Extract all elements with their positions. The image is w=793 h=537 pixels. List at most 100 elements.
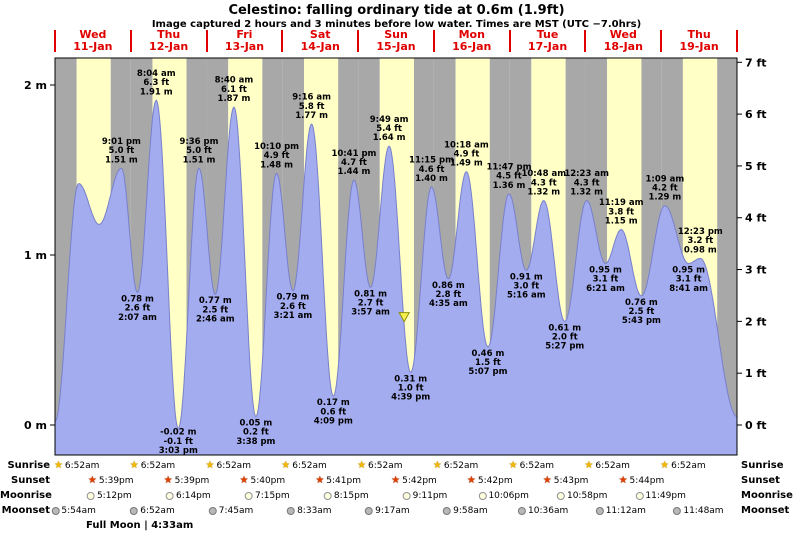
day-date: 19-Jan xyxy=(679,40,719,53)
high-tide-label: 12:23 pm xyxy=(678,227,723,237)
low-tide-label: 0.31 m xyxy=(394,374,427,384)
sunrise-star-icon: ★ xyxy=(357,460,367,471)
high-tide-label: 3.2 ft xyxy=(687,236,713,246)
right-axis-label: 3 ft xyxy=(745,264,767,277)
low-tide-label: 0.78 m xyxy=(121,294,154,304)
moonset-circle-icon xyxy=(673,507,682,515)
day-name: Fri xyxy=(236,28,253,41)
day-boundary-tick xyxy=(508,30,511,52)
day-name: Sun xyxy=(384,28,408,41)
high-tide-label: 1.32 m xyxy=(527,188,560,198)
high-tide-label: 4.6 ft xyxy=(419,165,445,175)
right-axis-label: 5 ft xyxy=(745,160,767,173)
moonset-circle-icon xyxy=(595,507,604,515)
moonset-entry: 6:52am xyxy=(130,506,175,516)
low-tide-label: 0.95 m xyxy=(672,266,705,276)
day-label: Wed 11-Jan xyxy=(73,29,112,53)
row-label-sunrise: Sunrise xyxy=(741,460,784,471)
right-axis-label: 6 ft xyxy=(745,108,767,121)
moonset-entry: 9:58am xyxy=(443,506,488,516)
left-axis-label: 0 m xyxy=(24,419,47,432)
moonset-entry: 10:36am xyxy=(518,506,568,516)
moonset-time: 6:52am xyxy=(140,506,175,516)
sunset-star-icon: ★ xyxy=(315,475,325,486)
sunrise-star-icon: ★ xyxy=(584,460,594,471)
moonset-entry: 8:33am xyxy=(287,506,332,516)
sunrise-entry: ★ 6:52am xyxy=(660,461,705,472)
moonrise-circle-icon xyxy=(323,492,332,500)
moonrise-entry: 7:15pm xyxy=(244,491,290,501)
day-label: Tue 17-Jan xyxy=(528,29,567,53)
high-tide-label: 10:48 am xyxy=(521,169,566,179)
day-label: Thu 19-Jan xyxy=(679,29,718,53)
moonrise-time: 10:58pm xyxy=(566,491,608,501)
moonset-circle-icon xyxy=(443,507,452,515)
low-tide-label: 0.2 ft xyxy=(243,428,269,438)
high-tide-label: 5.8 ft xyxy=(299,102,325,112)
high-tide-label: 10:10 pm xyxy=(254,142,299,152)
sunrise-time: 6:52am xyxy=(292,461,327,471)
row-label-moonset: Moonset xyxy=(1,505,50,516)
low-tide-label: 2.0 ft xyxy=(552,333,578,343)
low-tide-label: 5:43 pm xyxy=(622,316,661,326)
low-tide-label: 3:03 pm xyxy=(159,446,198,456)
high-tide-label: 1.51 m xyxy=(105,155,138,165)
sunrise-entry: ★ 6:52am xyxy=(357,460,402,472)
moonrise-circle-icon xyxy=(402,492,411,500)
right-axis-label: 7 ft xyxy=(745,56,767,69)
low-tide-label: 5:07 pm xyxy=(468,367,507,377)
high-tide-label: 1.36 m xyxy=(493,181,526,191)
moonrise-time: 11:49pm xyxy=(645,491,686,501)
page-title: Celestino: falling ordinary tide at 0.6m… xyxy=(228,3,565,18)
high-tide-label: 5.0 ft xyxy=(108,146,134,156)
low-tide-label: 3:38 pm xyxy=(236,437,275,447)
low-tide-label: -0.1 ft xyxy=(164,437,193,447)
day-name: Tue xyxy=(536,28,559,41)
tide-curve-line xyxy=(54,99,738,430)
day-label: Sun 15-Jan xyxy=(376,29,415,53)
low-tide-label: 4:09 pm xyxy=(314,417,353,427)
right-axis-label: 0 ft xyxy=(745,419,767,432)
moonrise-entry: 11:49pm xyxy=(635,491,686,501)
sunrise-entry: ★ 6:52am xyxy=(432,460,479,472)
low-tide-label: 2:46 am xyxy=(196,315,235,325)
moonrise-time: 7:15pm xyxy=(254,491,290,501)
sunrise-star-icon: ★ xyxy=(53,460,63,471)
day-boundary-tick xyxy=(432,30,435,52)
day-date: 17-Jan xyxy=(527,40,568,53)
moonset-circle-icon xyxy=(518,507,527,515)
low-tide-label: 0.77 m xyxy=(199,296,232,306)
low-tide-label: 3.1 ft xyxy=(676,275,702,285)
moonset-time: 10:36am xyxy=(528,506,569,516)
moonset-time: 7:45am xyxy=(218,506,254,516)
sunrise-time: 6:52am xyxy=(443,461,479,471)
high-tide-label: 12:23 am xyxy=(564,169,609,179)
high-tide-label: 1.64 m xyxy=(373,133,406,143)
low-tide-label: 0.05 m xyxy=(240,419,273,429)
day-label: Sat 14-Jan xyxy=(301,29,340,53)
moonset-circle-icon xyxy=(287,507,296,515)
low-tide-label: 0.86 m xyxy=(432,281,465,291)
sunset-entry: ★ 5:41pm xyxy=(315,475,361,487)
high-tide-label: 4.3 ft xyxy=(531,178,557,188)
low-tide-label: 0.61 m xyxy=(548,323,581,333)
sunrise-time: 6:52am xyxy=(216,461,251,471)
day-name: Wed xyxy=(79,28,107,41)
sunrise-star-icon: ★ xyxy=(432,460,442,471)
sunrise-entry: ★ 6:52am xyxy=(281,461,327,472)
moonrise-time: 8:15pm xyxy=(333,491,369,501)
sunset-star-icon: ★ xyxy=(163,475,173,486)
low-tide-label: 2.6 ft xyxy=(280,302,306,312)
high-tide-label: 6.1 ft xyxy=(221,85,247,95)
moonset-entry: 11:48am xyxy=(673,506,724,516)
sunset-star-icon: ★ xyxy=(87,475,97,486)
day-date: 11-Jan xyxy=(73,40,113,53)
sunset-time: 5:43pm xyxy=(553,476,589,486)
high-tide-label: 8:04 am xyxy=(137,69,176,79)
right-axis-label: 4 ft xyxy=(745,212,767,225)
left-axis-label: 2 m xyxy=(24,79,47,92)
row-label-moonrise: Moonrise xyxy=(741,490,793,501)
sunset-entry: ★ 5:44pm xyxy=(619,476,665,487)
high-tide-label: 5.4 ft xyxy=(376,124,402,134)
